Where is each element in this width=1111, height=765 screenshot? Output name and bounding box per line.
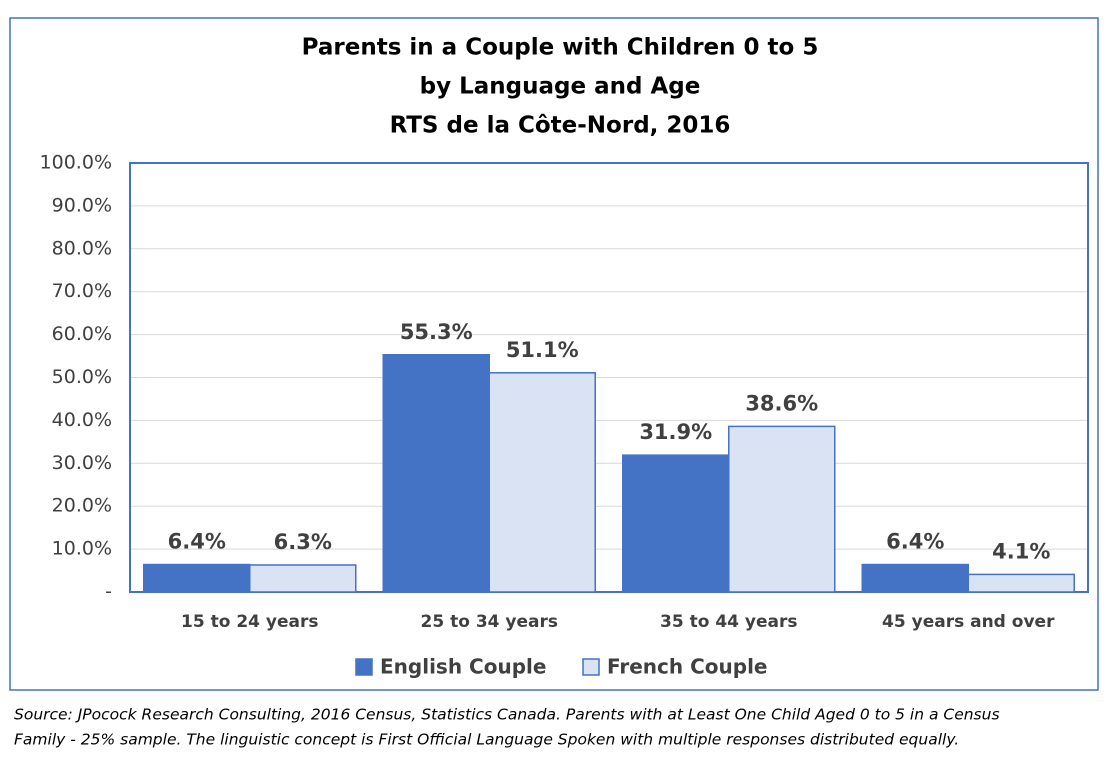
legend-label: French Couple bbox=[607, 655, 768, 679]
bar bbox=[728, 425, 836, 593]
data-label: 6.4% bbox=[886, 530, 944, 554]
chart-title: by Language and Age bbox=[420, 74, 701, 100]
chart-frame bbox=[9, 17, 1099, 691]
y-tick-label: 90.0% bbox=[52, 194, 112, 216]
bar bbox=[967, 573, 1075, 593]
y-tick-label: 70.0% bbox=[52, 280, 112, 302]
x-tick-label: 25 to 34 years bbox=[421, 612, 558, 632]
plot-border bbox=[129, 162, 1089, 593]
bar bbox=[861, 563, 969, 593]
data-label: 51.1% bbox=[506, 338, 579, 362]
bar bbox=[249, 564, 357, 593]
data-label: 6.4% bbox=[168, 530, 226, 554]
legend-swatch bbox=[355, 658, 373, 676]
x-tick-label: 45 years and over bbox=[882, 612, 1055, 632]
y-tick-label: 80.0% bbox=[52, 237, 112, 259]
y-tick-label: 60.0% bbox=[52, 323, 112, 345]
y-tick-label: - bbox=[105, 581, 112, 603]
data-label: 38.6% bbox=[745, 391, 818, 415]
chart-title: Parents in a Couple with Children 0 to 5 bbox=[302, 35, 819, 61]
x-tick-label: 15 to 24 years bbox=[181, 612, 318, 632]
bar bbox=[622, 454, 730, 593]
chart-title: RTS de la Côte-Nord, 2016 bbox=[390, 113, 731, 139]
y-tick-label: 20.0% bbox=[52, 495, 112, 517]
y-tick-label: 30.0% bbox=[52, 452, 112, 474]
bar bbox=[488, 372, 596, 593]
y-tick-label: 50.0% bbox=[52, 366, 112, 388]
bar bbox=[143, 563, 251, 593]
data-label: 31.9% bbox=[639, 420, 712, 444]
data-label: 6.3% bbox=[274, 530, 332, 554]
data-label: 4.1% bbox=[992, 539, 1050, 563]
source-note: Family - 25% sample. The linguistic conc… bbox=[14, 731, 959, 749]
y-tick-label: 40.0% bbox=[52, 409, 112, 431]
source-note: Source: JPocock Research Consulting, 201… bbox=[14, 706, 1000, 724]
data-label: 55.3% bbox=[400, 320, 473, 344]
y-tick-label: 100.0% bbox=[40, 152, 112, 174]
legend-swatch bbox=[582, 658, 600, 676]
y-tick-label: 10.0% bbox=[52, 538, 112, 560]
bar bbox=[382, 354, 490, 593]
legend-label: English Couple bbox=[380, 655, 546, 679]
x-tick-label: 35 to 44 years bbox=[660, 612, 797, 632]
